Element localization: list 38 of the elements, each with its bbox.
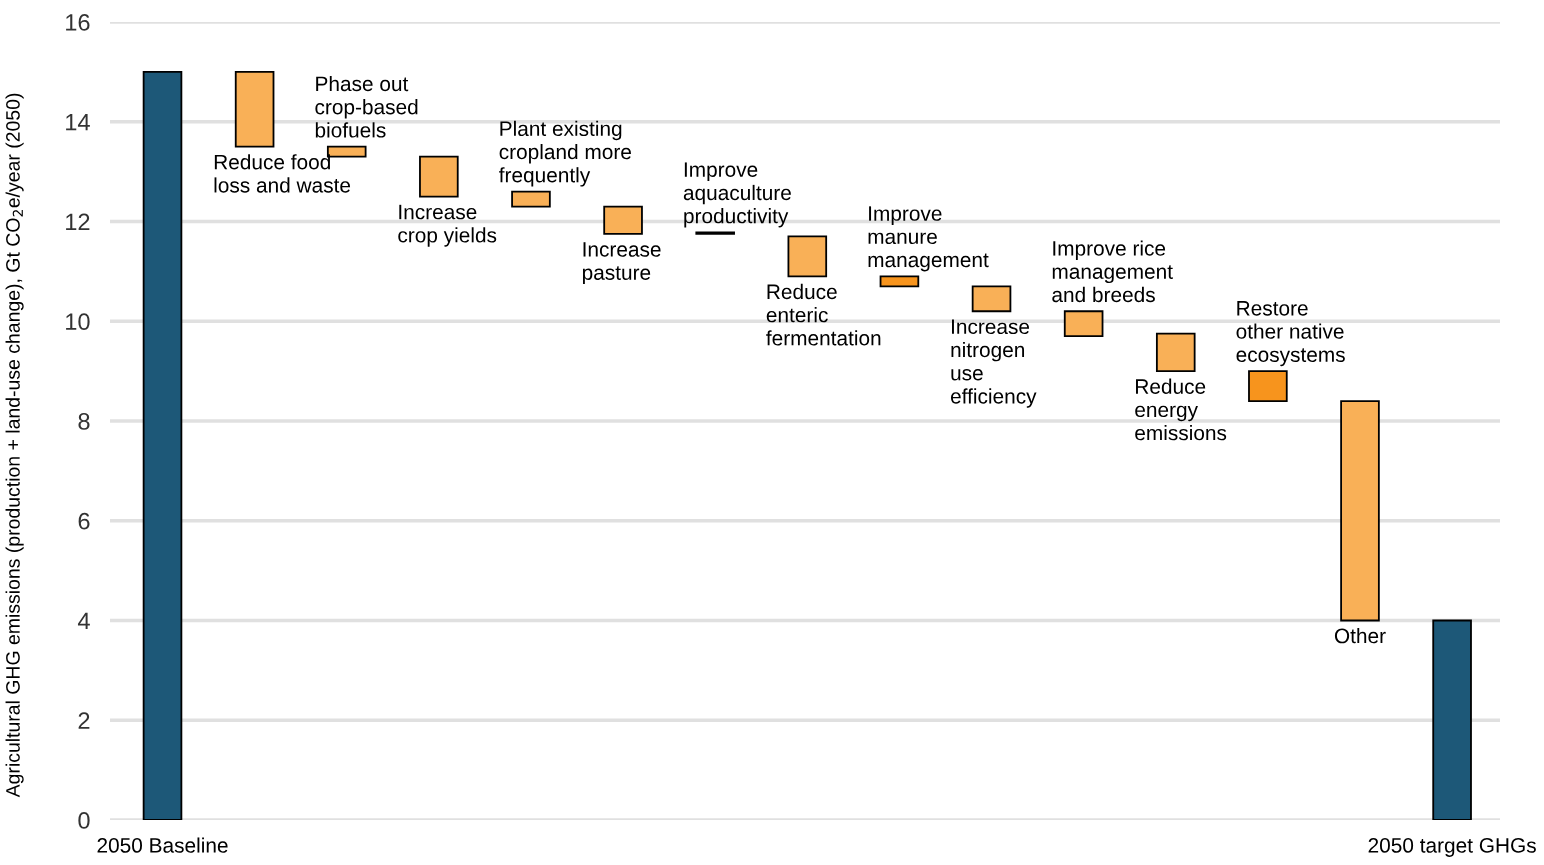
x-tick-label: Improve rice management and breeds bbox=[1052, 240, 1173, 303]
bar bbox=[1340, 400, 1380, 622]
bar bbox=[603, 205, 643, 235]
y-tick-label: 14 bbox=[66, 114, 90, 131]
bar bbox=[511, 190, 551, 208]
bar bbox=[234, 70, 275, 148]
y-tick-label: 8 bbox=[78, 413, 90, 430]
y-tick-label: 4 bbox=[77, 612, 90, 630]
bar bbox=[1063, 310, 1104, 338]
x-tick-label: Improve aquaculture productivity bbox=[683, 162, 791, 228]
x-tick-label: Restore other native ecosystems bbox=[1236, 301, 1345, 367]
y-tick-label: 2 bbox=[78, 712, 90, 729]
bar bbox=[419, 155, 459, 198]
x-tick-label: Increase pasture bbox=[582, 242, 661, 285]
y-tick-label: 6 bbox=[78, 512, 90, 530]
y-tick-label: 12 bbox=[66, 213, 90, 231]
bar bbox=[1155, 332, 1196, 373]
x-tick-label: Reduce energy emissions bbox=[1135, 378, 1227, 441]
x-tick-label: Increase crop yields bbox=[398, 204, 497, 247]
bar bbox=[142, 70, 183, 820]
y-tick-label: 10 bbox=[66, 313, 90, 331]
x-tick-label: Increase nitrogen use efficiency bbox=[950, 319, 1037, 408]
bar bbox=[1248, 370, 1288, 402]
x-tick-label: Reduce food loss and waste bbox=[214, 154, 351, 193]
y-axis-title: Agricultural GHG emissions (production + land-use change), Gt CO$_{2}$e/year (2050) bbox=[5, 93, 24, 798]
x-tick-label: Phase out crop-based biofuels bbox=[315, 75, 418, 138]
bar bbox=[787, 235, 828, 278]
x-tick-label: 2050 target GHGs bbox=[1368, 838, 1536, 857]
bar bbox=[879, 275, 920, 288]
bar bbox=[971, 285, 1012, 313]
y-tick-label: 16 bbox=[66, 14, 90, 31]
x-tick-label: Plant existing cropland more frequently bbox=[499, 120, 631, 187]
x-tick-label: Other bbox=[1334, 627, 1386, 644]
x-tick-label: Reduce enteric fermentation bbox=[766, 283, 881, 346]
x-tick-label: Improve manure management bbox=[868, 206, 989, 272]
y-tick-label: 0 bbox=[78, 812, 90, 829]
bar bbox=[1432, 619, 1472, 820]
x-tick-label: 2050 Baseline bbox=[97, 837, 228, 853]
